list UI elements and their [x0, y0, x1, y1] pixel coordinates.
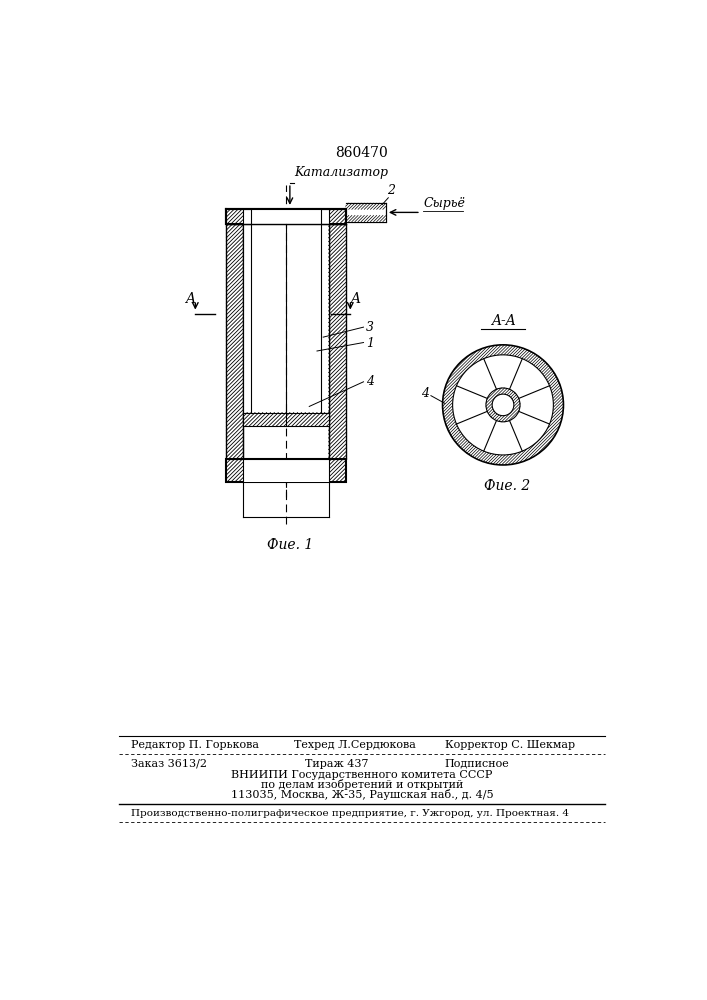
Bar: [329, 224, 346, 459]
Bar: [226, 459, 346, 482]
Text: по делам изобретений и открытий: по делам изобретений и открытий: [261, 779, 463, 790]
Bar: [346, 215, 386, 222]
Text: Фие. 2: Фие. 2: [484, 479, 530, 493]
Circle shape: [452, 355, 554, 455]
Text: Подписное: Подписное: [445, 759, 510, 769]
Text: 4: 4: [366, 375, 374, 388]
Text: 113035, Москва, Ж-35, Раушская наб., д. 4/5: 113035, Москва, Ж-35, Раушская наб., д. …: [230, 789, 493, 800]
Bar: [321, 209, 329, 224]
Bar: [226, 426, 243, 459]
Text: Kатализатор: Kатализатор: [293, 166, 387, 179]
Bar: [243, 459, 329, 482]
Text: ВНИИПИ Государственного комитета СССР: ВНИИПИ Государственного комитета СССР: [231, 770, 493, 780]
Text: Тираж 437: Тираж 437: [305, 759, 369, 769]
Text: 1: 1: [366, 337, 374, 350]
Text: 860470: 860470: [336, 146, 388, 160]
Bar: [243, 209, 251, 224]
Text: Заказ 3613/2: Заказ 3613/2: [131, 759, 207, 769]
Text: Производственно-полиграфическое предприятие, г. Ужгород, ул. Проектная. 4: Производственно-полиграфическое предприя…: [131, 808, 569, 818]
Text: Фие. 1: Фие. 1: [267, 538, 313, 552]
Text: A: A: [185, 292, 195, 306]
Text: Редактор П. Горькова: Редактор П. Горькова: [131, 740, 259, 750]
Bar: [226, 209, 346, 224]
Circle shape: [486, 388, 520, 422]
Circle shape: [492, 394, 514, 416]
Bar: [226, 224, 243, 459]
Text: 3: 3: [366, 321, 374, 334]
Bar: [346, 203, 386, 209]
Bar: [243, 209, 329, 224]
Bar: [346, 203, 386, 222]
Circle shape: [443, 345, 563, 465]
Text: A: A: [351, 292, 361, 306]
Text: A-A: A-A: [491, 314, 515, 328]
Bar: [243, 224, 251, 413]
Bar: [243, 413, 329, 426]
Text: Корректор С. Шекмар: Корректор С. Шекмар: [445, 740, 575, 750]
Text: 4: 4: [421, 387, 428, 400]
Text: Техред Л.Сердюкова: Техред Л.Сердюкова: [293, 740, 416, 750]
Bar: [321, 224, 329, 413]
Text: Cырьё: Cырьё: [423, 197, 465, 210]
Text: 2: 2: [387, 184, 395, 197]
